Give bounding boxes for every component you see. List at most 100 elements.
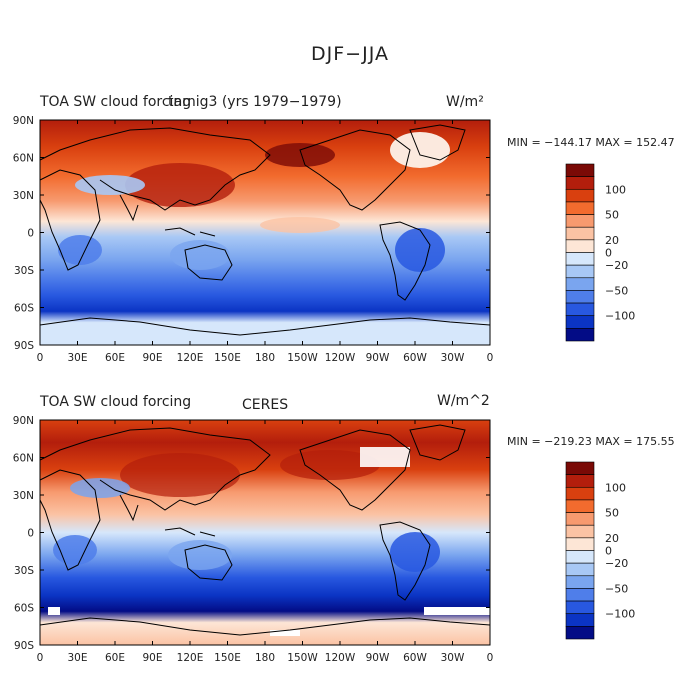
colorbar-swatch bbox=[565, 524, 595, 539]
colorbar-swatch bbox=[565, 562, 595, 577]
lon-label: 120E bbox=[177, 652, 204, 664]
lon-label: 0 bbox=[37, 352, 44, 364]
lat-label: 90S bbox=[14, 640, 34, 652]
colorbar-swatch bbox=[565, 486, 595, 501]
map2-field bbox=[40, 420, 490, 645]
colorbar-label: 100 bbox=[605, 183, 626, 196]
colorbar-swatch bbox=[565, 201, 595, 215]
map2-lon-labels: 0 30E 60E 90E 120E 150E 180 150W 120W 90… bbox=[37, 652, 494, 664]
lon-label: 0 bbox=[487, 652, 494, 664]
panel1-minmax: MIN = −144.17 MAX = 152.47 bbox=[507, 136, 675, 149]
map1-lat-labels: 90N 60N 30N 0 30S 60S 90S bbox=[13, 115, 35, 352]
colorbar-label: −20 bbox=[605, 259, 628, 272]
map1-coastlines bbox=[39, 124, 491, 336]
lon-label: 0 bbox=[37, 652, 44, 664]
colorbar-label: 20 bbox=[605, 234, 619, 247]
panel1-units: W/m² bbox=[446, 94, 484, 110]
lon-label: 30W bbox=[441, 652, 465, 664]
panel1-title-center: tamig3 (yrs 1979−1979) bbox=[168, 94, 342, 110]
panel2-units: W/m^2 bbox=[437, 393, 490, 409]
colorbar-swatch bbox=[565, 588, 595, 602]
figure-title: DJF−JJA bbox=[311, 43, 389, 65]
panel2-minmax: MIN = −219.23 MAX = 175.55 bbox=[507, 435, 675, 448]
colorbar-swatch bbox=[565, 328, 595, 342]
map2-ticks bbox=[39, 419, 491, 646]
colorbar-swatch bbox=[565, 176, 595, 190]
lon-label: 150W bbox=[287, 352, 318, 364]
colorbar-swatch bbox=[565, 252, 595, 266]
colorbar-label: 0 bbox=[605, 247, 612, 260]
colorbar-swatch bbox=[565, 499, 595, 513]
lat-label: 30N bbox=[13, 490, 34, 502]
colorbar-label: 50 bbox=[605, 209, 619, 222]
colorbar-label: −20 bbox=[605, 557, 628, 570]
lon-label: 120E bbox=[177, 352, 204, 364]
lon-label: 120W bbox=[325, 652, 356, 664]
panel1-title-left: TOA SW cloud forcing bbox=[40, 94, 192, 110]
lon-label: 30E bbox=[68, 652, 88, 664]
lat-label: 60N bbox=[13, 453, 34, 465]
lat-label: 60S bbox=[14, 303, 34, 315]
colorbar-swatch bbox=[565, 613, 595, 627]
colorbar-label: 100 bbox=[605, 481, 626, 494]
lon-label: 150E bbox=[214, 352, 241, 364]
lat-label: 30N bbox=[13, 190, 34, 202]
colorbar-swatch bbox=[565, 264, 595, 279]
colorbar-swatch bbox=[565, 550, 595, 564]
colorbar-label: −100 bbox=[605, 310, 635, 323]
lat-label: 0 bbox=[27, 228, 34, 240]
colorbar-2: 100 50 200−20 −50 −100 bbox=[565, 461, 635, 640]
colorbar-swatch bbox=[565, 226, 595, 241]
panel2-title-center: CERES bbox=[242, 397, 289, 413]
colorbar-swatch bbox=[565, 461, 595, 475]
lon-label: 180 bbox=[255, 352, 275, 364]
lon-label: 90E bbox=[143, 352, 163, 364]
map1-lon-labels: 0 30E 60E 90E 120E 150E 180 150W 120W 90… bbox=[37, 352, 494, 364]
lon-label: 90E bbox=[143, 652, 163, 664]
lat-label: 90N bbox=[13, 115, 34, 127]
lon-label: 180 bbox=[255, 652, 275, 664]
lon-label: 90W bbox=[366, 352, 390, 364]
lon-label: 60W bbox=[403, 352, 427, 364]
lat-label: 60S bbox=[14, 603, 34, 615]
colorbar-swatch bbox=[565, 315, 595, 329]
colorbar-label: 0 bbox=[605, 545, 612, 558]
lat-label: 30S bbox=[14, 565, 34, 577]
colorbar-swatch bbox=[565, 214, 595, 228]
colorbar-swatch bbox=[565, 537, 595, 551]
lat-label: 90N bbox=[13, 415, 34, 427]
lon-label: 120W bbox=[325, 352, 356, 364]
colorbar-swatch bbox=[565, 188, 595, 203]
lon-label: 60E bbox=[105, 352, 125, 364]
lon-label: 30W bbox=[441, 352, 465, 364]
colorbar-swatch bbox=[565, 626, 595, 640]
colorbar-label: −50 bbox=[605, 284, 628, 297]
colorbar-swatch bbox=[565, 474, 595, 488]
colorbar-label: 50 bbox=[605, 507, 619, 520]
colorbar-label: −100 bbox=[605, 608, 635, 621]
lon-label: 60W bbox=[403, 652, 427, 664]
lat-label: 90S bbox=[14, 340, 34, 352]
lat-label: 0 bbox=[27, 528, 34, 540]
colorbar-swatch bbox=[565, 163, 595, 177]
map1-ticks bbox=[39, 119, 491, 346]
map2-coastlines bbox=[39, 424, 491, 636]
map-panel-2: 90N 60N 30N 0 30S 60S 90S 0 30E 60E 90E … bbox=[13, 415, 494, 664]
lon-label: 60E bbox=[105, 652, 125, 664]
colorbar-swatch bbox=[565, 302, 595, 317]
colorbar-swatch bbox=[565, 575, 595, 589]
lat-label: 30S bbox=[14, 265, 34, 277]
map2-lat-labels: 90N 60N 30N 0 30S 60S 90S bbox=[13, 415, 35, 652]
colorbar-swatch bbox=[565, 512, 595, 526]
lat-label: 60N bbox=[13, 153, 34, 165]
lon-label: 150E bbox=[214, 652, 241, 664]
lon-label: 30E bbox=[68, 352, 88, 364]
colorbar-label: −50 bbox=[605, 582, 628, 595]
colorbar-swatch bbox=[565, 277, 595, 291]
map-panel-1: 90N 60N 30N 0 30S 60S 90S 0 30E 60E 90E … bbox=[13, 115, 494, 364]
lon-label: 0 bbox=[487, 352, 494, 364]
panel2-title-left: TOA SW cloud forcing bbox=[40, 394, 192, 410]
lon-label: 150W bbox=[287, 652, 318, 664]
colorbar-1: 100 50 200−20 −50 −100 bbox=[565, 163, 635, 342]
